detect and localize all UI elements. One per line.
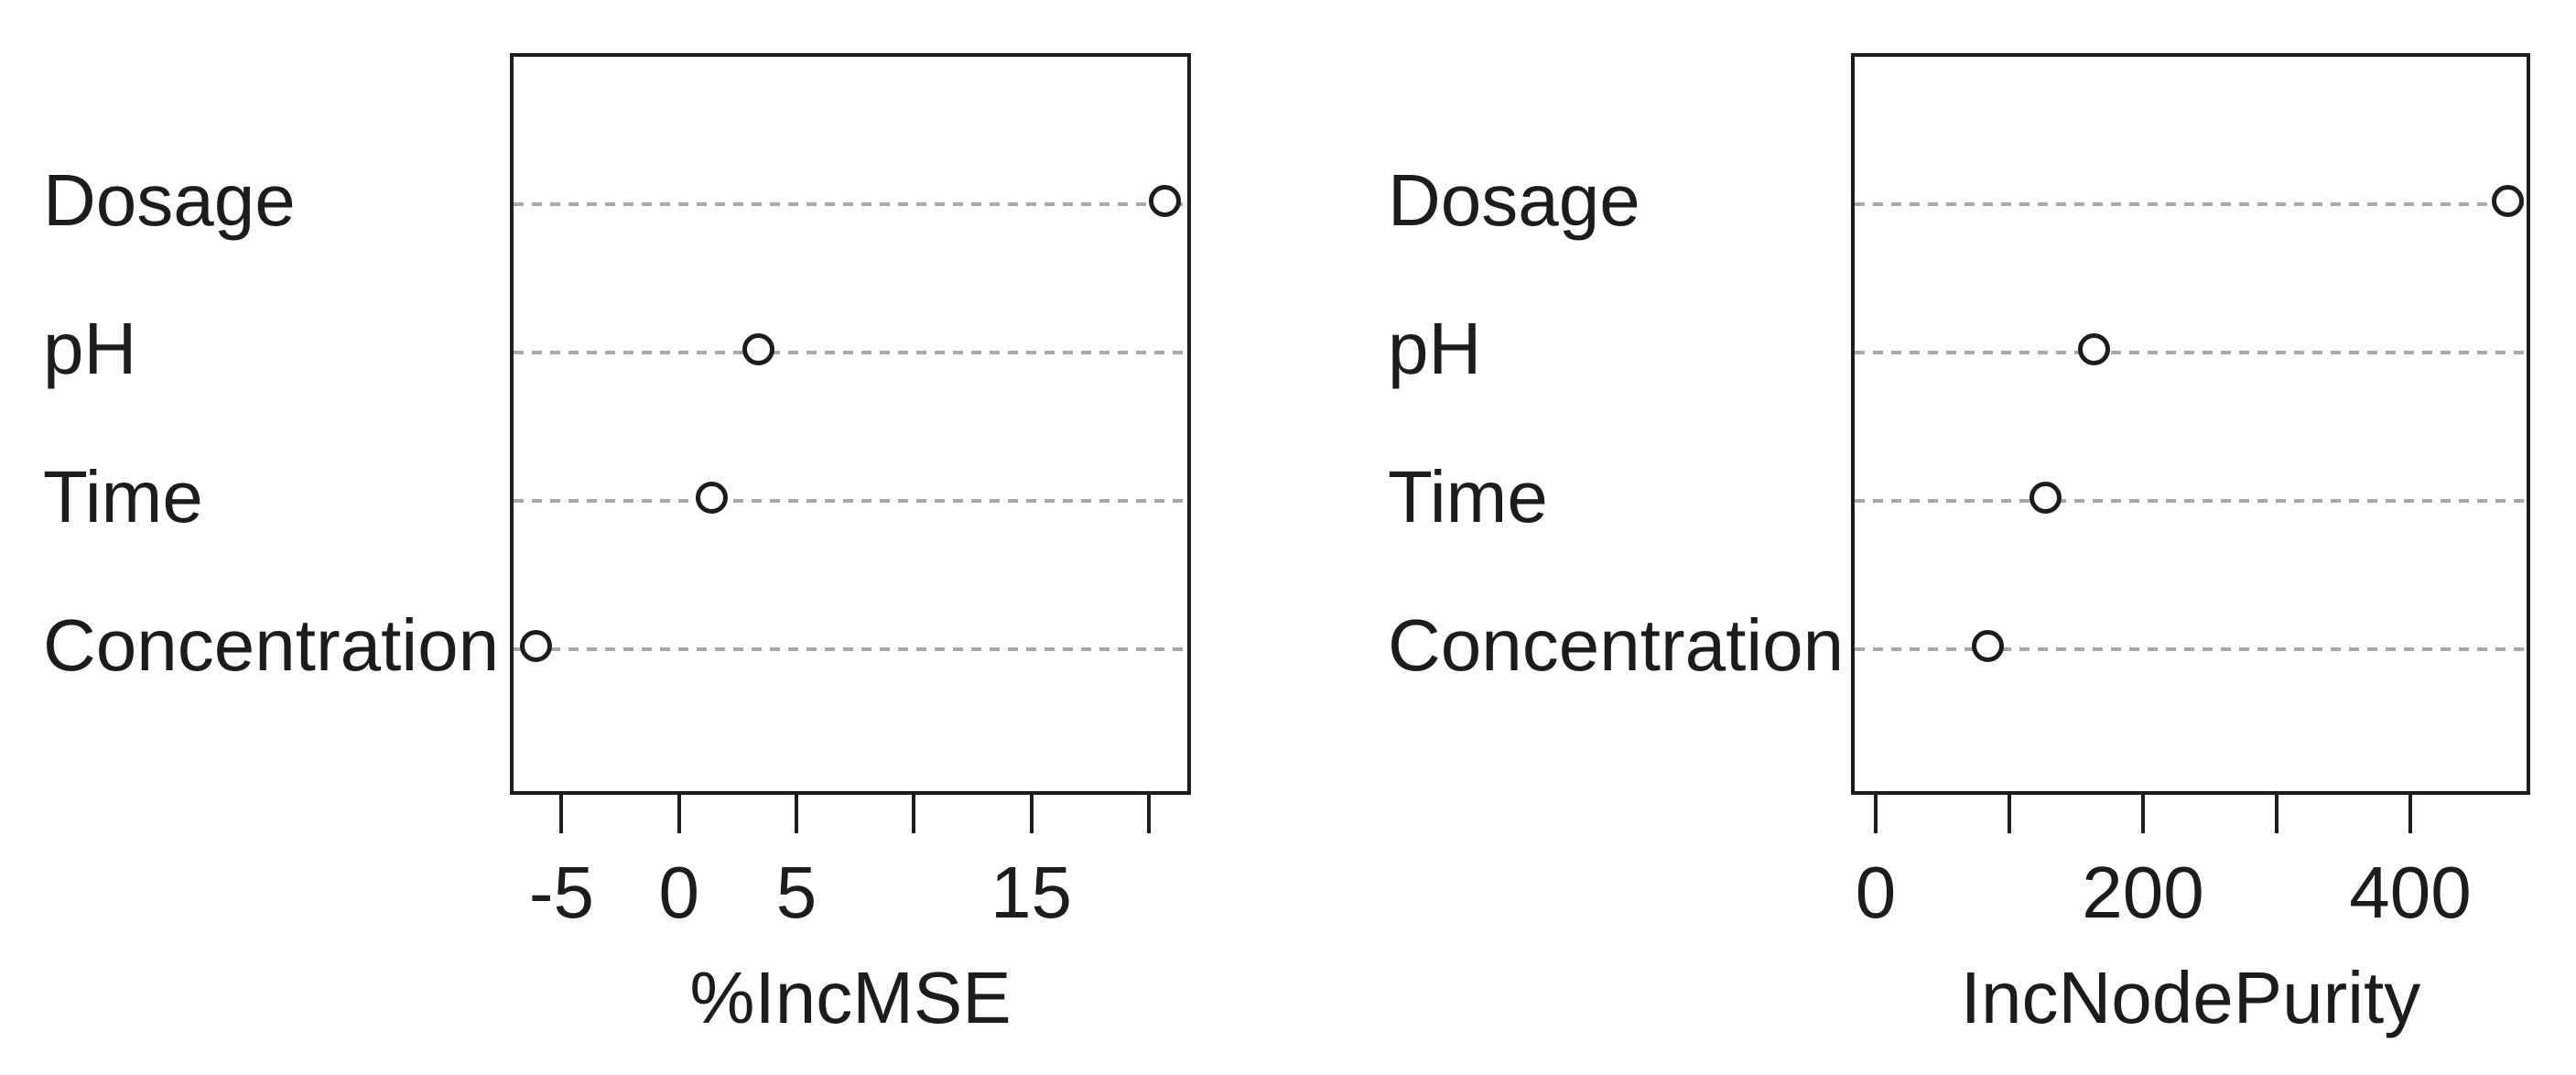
grid-line [1855, 499, 2527, 504]
x-axis-tick [676, 793, 681, 833]
grid-line [514, 647, 1187, 652]
x-axis-tick-label: 0 [1855, 852, 1897, 933]
data-point [2029, 481, 2062, 514]
data-point [519, 629, 552, 662]
x-axis-title: %IncMSE [689, 957, 1012, 1038]
category-label: pH [1388, 308, 1482, 390]
category-label: Concentration [43, 604, 500, 687]
x-axis-tick [794, 793, 798, 833]
category-label: Dosage [1388, 159, 1640, 242]
category-label: Concentration [1388, 604, 1845, 687]
x-axis-tick-label: -5 [528, 852, 594, 933]
data-point [742, 332, 775, 365]
grid-line [1855, 351, 2527, 355]
x-axis-tick-label: 400 [2349, 852, 2472, 933]
data-point [2077, 332, 2110, 365]
grid-line [514, 351, 1187, 355]
grid-line [514, 202, 1187, 207]
x-axis-title: IncNodePurity [1960, 957, 2421, 1038]
x-axis-tick [2408, 793, 2413, 833]
category-label: Time [43, 456, 203, 538]
data-point [1972, 629, 2005, 662]
x-axis-tick-label: 200 [2082, 852, 2204, 933]
grid-line [1855, 202, 2527, 207]
data-point [1149, 184, 1182, 217]
x-axis-tick-label: 5 [775, 852, 817, 933]
plot-area [510, 53, 1191, 795]
x-axis-tick [2141, 793, 2146, 833]
x-axis-tick [1146, 793, 1151, 833]
x-axis-tick [1029, 793, 1034, 833]
category-label: Dosage [43, 159, 296, 242]
grid-line [1855, 647, 2527, 652]
grid-line [514, 499, 1187, 504]
category-label: pH [43, 308, 137, 390]
data-point [696, 481, 729, 514]
category-label: Time [1388, 456, 1548, 538]
x-axis-tick [559, 793, 564, 833]
x-axis-tick-label: 15 [990, 852, 1073, 933]
x-axis-tick [912, 793, 916, 833]
x-axis-tick [2275, 793, 2279, 833]
x-axis-tick [1874, 793, 1878, 833]
data-point [2492, 184, 2525, 217]
x-axis-tick [2008, 793, 2012, 833]
x-axis-tick-label: 0 [658, 852, 699, 933]
plot-area [1851, 53, 2530, 795]
